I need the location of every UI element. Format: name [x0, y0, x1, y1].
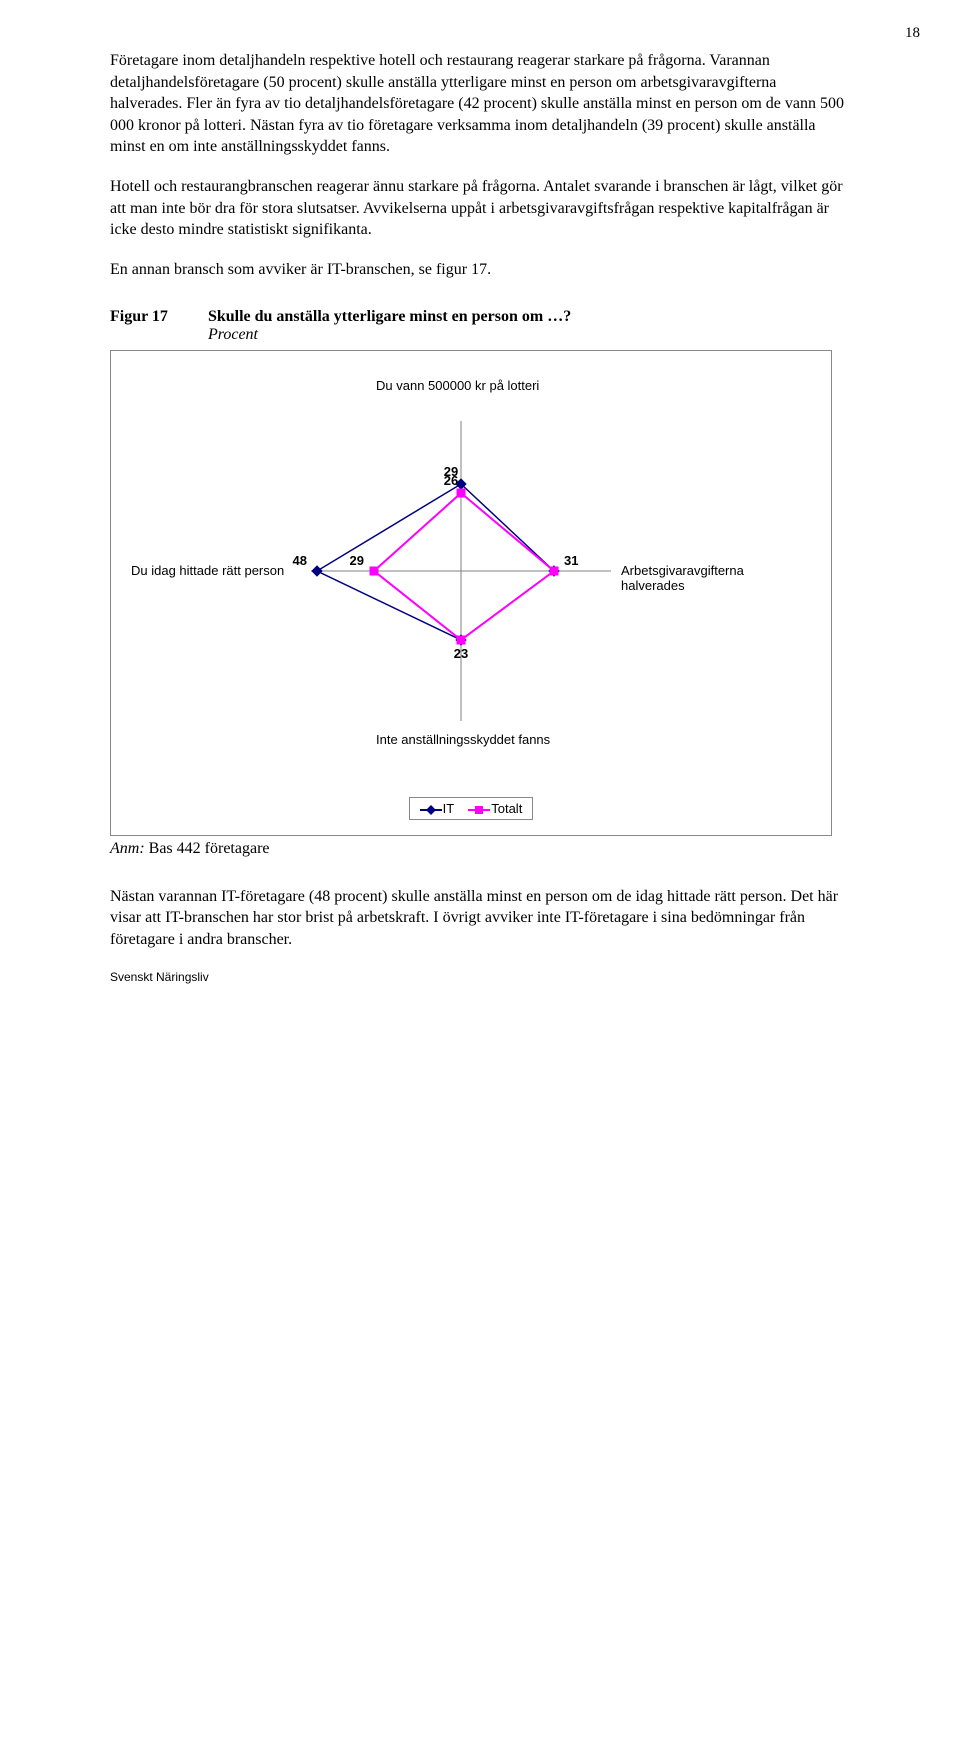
svg-text:23: 23 [454, 646, 468, 661]
figure-note: Anm: Bas 442 företagare [110, 840, 850, 858]
chart-legend: IT Totalt [409, 797, 534, 820]
axis-label-right: Arbetsgivaravgifterna halverades [621, 564, 801, 593]
page-number: 18 [905, 25, 920, 42]
figure-label: Figur 17 [110, 308, 168, 344]
axis-label-top: Du vann 500000 kr på lotteri [376, 379, 539, 393]
axis-label-left: Du idag hittade rätt person [131, 564, 284, 578]
legend-item: Totalt [468, 801, 522, 816]
radar-chart-frame: 292631234829 Du vann 500000 kr på lotter… [110, 350, 832, 836]
axis-label-bottom: Inte anställningsskyddet fanns [376, 733, 550, 747]
figure-title: Skulle du anställa ytterligare minst en … [208, 308, 571, 325]
legend-item: IT [420, 801, 455, 816]
svg-text:31: 31 [564, 553, 578, 568]
paragraph-4: Nästan varannan IT-företagare (48 procen… [110, 886, 850, 951]
paragraph-3: En annan bransch som avviker är IT-brans… [110, 259, 850, 281]
paragraph-2: Hotell och restaurangbranschen reagerar … [110, 176, 850, 241]
footer-brand: Svenskt Näringsliv [110, 970, 209, 984]
svg-text:48: 48 [293, 553, 307, 568]
figure-subtitle: Procent [208, 326, 571, 344]
svg-text:26: 26 [444, 473, 458, 488]
paragraph-1: Företagare inom detaljhandeln respektive… [110, 50, 850, 158]
svg-text:29: 29 [350, 553, 364, 568]
